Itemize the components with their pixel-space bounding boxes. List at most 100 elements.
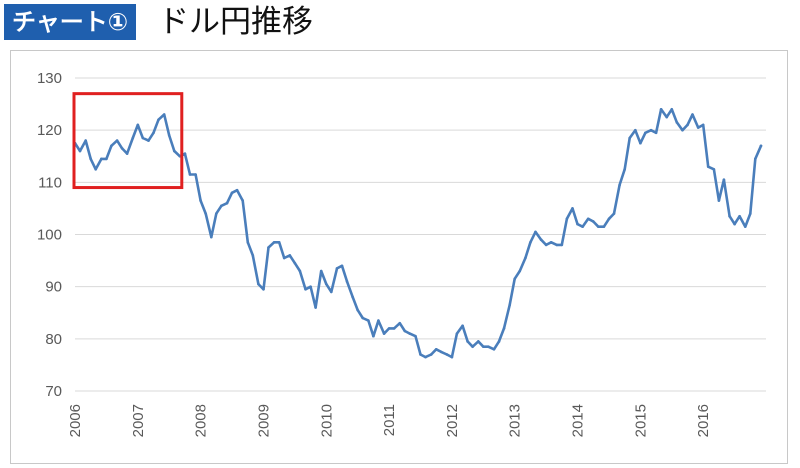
data-point [706,165,710,168]
data-point [335,267,339,270]
x-tick-label: 2011 [381,404,398,436]
data-point [743,225,747,228]
data-point [607,217,611,221]
data-point [492,347,496,351]
data-point [591,220,595,223]
data-point [319,269,323,273]
data-point [183,152,187,155]
data-point [508,303,512,307]
data-point [539,238,543,242]
x-tick-label: 2009 [255,404,272,437]
data-point [414,334,417,338]
data-point [518,269,522,273]
data-point [257,282,260,286]
data-point [314,306,317,309]
data-point [220,204,223,208]
data-point [581,225,584,228]
data-point [167,134,171,137]
data-point [424,355,427,359]
data-point [728,214,731,218]
y-tick-label: 120 [37,122,62,139]
chart-title: ドル円推移 [158,4,313,40]
data-point [555,243,559,247]
data-point [618,183,621,187]
data-point [639,141,642,145]
data-point [759,144,763,148]
data-point [571,207,574,210]
data-point [367,319,370,322]
data-point [487,345,490,348]
data-point [670,108,674,111]
data-point [738,214,741,218]
data-point [172,149,176,153]
data-point [524,256,527,260]
data-point [686,123,689,127]
x-tick-label: 2007 [130,404,147,437]
data-point [115,139,119,142]
data-point [733,222,736,226]
data-point [377,319,380,322]
data-point [691,113,694,116]
data-point [100,157,103,161]
data-point [497,340,501,343]
chart-header: チャート① ドル円推移 [0,0,800,46]
data-point [392,327,396,330]
data-point [188,173,192,176]
data-point [120,147,124,150]
data-point [701,123,705,127]
data-point [534,230,537,234]
data-point [225,201,229,205]
data-point [131,136,135,140]
data-point [471,345,474,348]
data-point [361,316,365,320]
y-tick-label: 130 [37,70,62,87]
data-point [659,108,663,111]
data-point [398,321,402,325]
data-point [434,347,438,351]
data-point [162,113,166,116]
data-point [602,225,606,228]
data-point [356,308,359,312]
data-point [576,222,579,226]
data-point [235,188,239,192]
data-point [230,191,234,195]
data-point [293,261,297,265]
data-point [513,277,517,281]
data-point [623,167,626,171]
data-point [372,334,375,338]
data-point [204,212,207,215]
data-point [194,173,197,176]
y-tick-label: 90 [45,279,62,296]
y-tick-label: 70 [45,383,62,400]
data-point [125,152,129,155]
data-point [654,131,658,135]
data-point [544,243,548,247]
data-point [324,282,328,286]
data-point [445,353,449,356]
data-point [89,157,93,161]
x-tick-label: 2006 [67,404,84,437]
data-point [141,136,145,140]
data-point [722,178,726,182]
data-point [482,345,485,348]
data-point [199,199,202,202]
data-point [147,139,150,142]
y-tick-label: 110 [38,174,62,191]
data-point [387,327,391,330]
x-tick-label: 2014 [570,404,587,437]
chart-number-badge: チャート① [4,4,137,40]
data-point [345,280,349,283]
data-point [272,241,276,244]
data-point [612,212,616,215]
data-point [105,157,108,161]
data-point [78,149,82,153]
data-point [403,329,407,333]
data-point [351,295,354,299]
data-point [309,285,312,288]
data-point [382,332,386,335]
data-point [110,144,113,148]
data-point [466,340,469,343]
data-point [304,287,307,291]
data-point [644,131,647,135]
data-point [262,287,265,291]
